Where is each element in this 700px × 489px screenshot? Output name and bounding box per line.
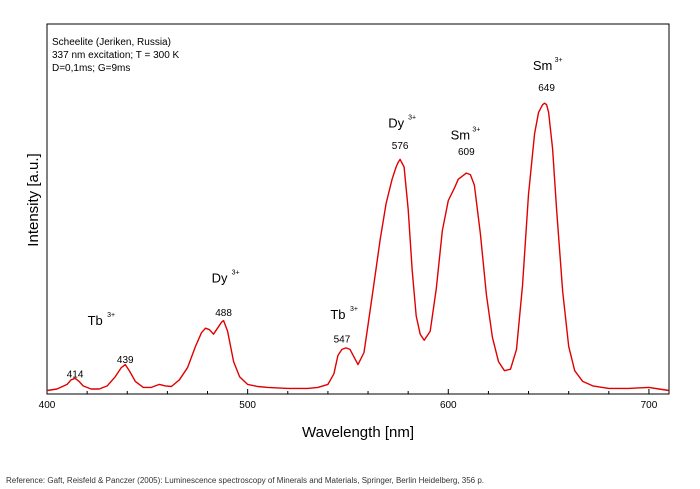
y-axis-title: Intensity [a.u.] <box>25 153 42 246</box>
peak-label: 439 <box>117 355 134 366</box>
ion-label-sup: 3+ <box>232 270 240 277</box>
peak-label: 414 <box>67 370 84 381</box>
ion-label: Sm 3+ <box>533 57 563 73</box>
ion-label-text: Sm <box>451 128 471 143</box>
peak-label: 576 <box>392 141 409 152</box>
ion-label: Sm 3+ <box>451 127 481 143</box>
ion-label-text: Sm <box>533 58 553 73</box>
spectrum-chart: 400 500 600 700 Wavelength [nm] Intensity [… <box>25 23 670 441</box>
ion-label: Tb 3+ <box>88 312 116 328</box>
peak-label: 547 <box>334 334 351 345</box>
peak-label: 649 <box>538 83 555 94</box>
peak-label: 488 <box>215 308 232 319</box>
sample-note: Scheelite (Jeriken, Russia) <box>52 37 171 48</box>
series-layer <box>46 102 670 392</box>
excitation-note: 337 nm excitation; T = 300 K <box>52 50 180 61</box>
x-tick-label: 600 <box>440 400 457 411</box>
ion-label-sup: 3+ <box>472 127 480 134</box>
plot-frame <box>46 23 670 395</box>
ion-label-text: Tb <box>88 313 103 328</box>
ion-label-text: Tb <box>330 307 345 322</box>
spectrum-notes: Scheelite (Jeriken, Russia) 337 nm excit… <box>52 37 180 74</box>
x-tick-label: 400 <box>39 400 56 411</box>
peak-labels: 414 439 488 547 576 609 649 <box>67 83 556 381</box>
x-tick-label: 700 <box>641 400 658 411</box>
x-tick-label: 500 <box>239 400 256 411</box>
ion-label-sup: 3+ <box>350 306 358 313</box>
ion-label: Tb 3+ <box>330 306 358 322</box>
ion-label-sup: 3+ <box>107 312 115 319</box>
ion-label: Dy 3+ <box>388 115 416 131</box>
peak-label: 609 <box>458 147 475 158</box>
ion-label-text: Dy <box>212 271 228 286</box>
x-axis-title: Wavelength [nm] <box>302 424 414 441</box>
gate-note: D=0,1ms; G=9ms <box>52 63 130 74</box>
ion-label: Dy 3+ <box>212 270 240 286</box>
ion-label-sup: 3+ <box>555 57 563 64</box>
ion-labels: Tb 3+Dy 3+Tb 3+Dy 3+Sm 3+Sm 3+ <box>88 57 563 328</box>
spectrum-line <box>46 102 670 392</box>
ion-label-sup: 3+ <box>408 115 416 122</box>
ion-label-text: Dy <box>388 116 404 131</box>
x-axis: 400 500 600 700 <box>39 389 658 411</box>
reference-note: Reference: Gaft, Reisfeld & Panczer (200… <box>6 476 485 485</box>
